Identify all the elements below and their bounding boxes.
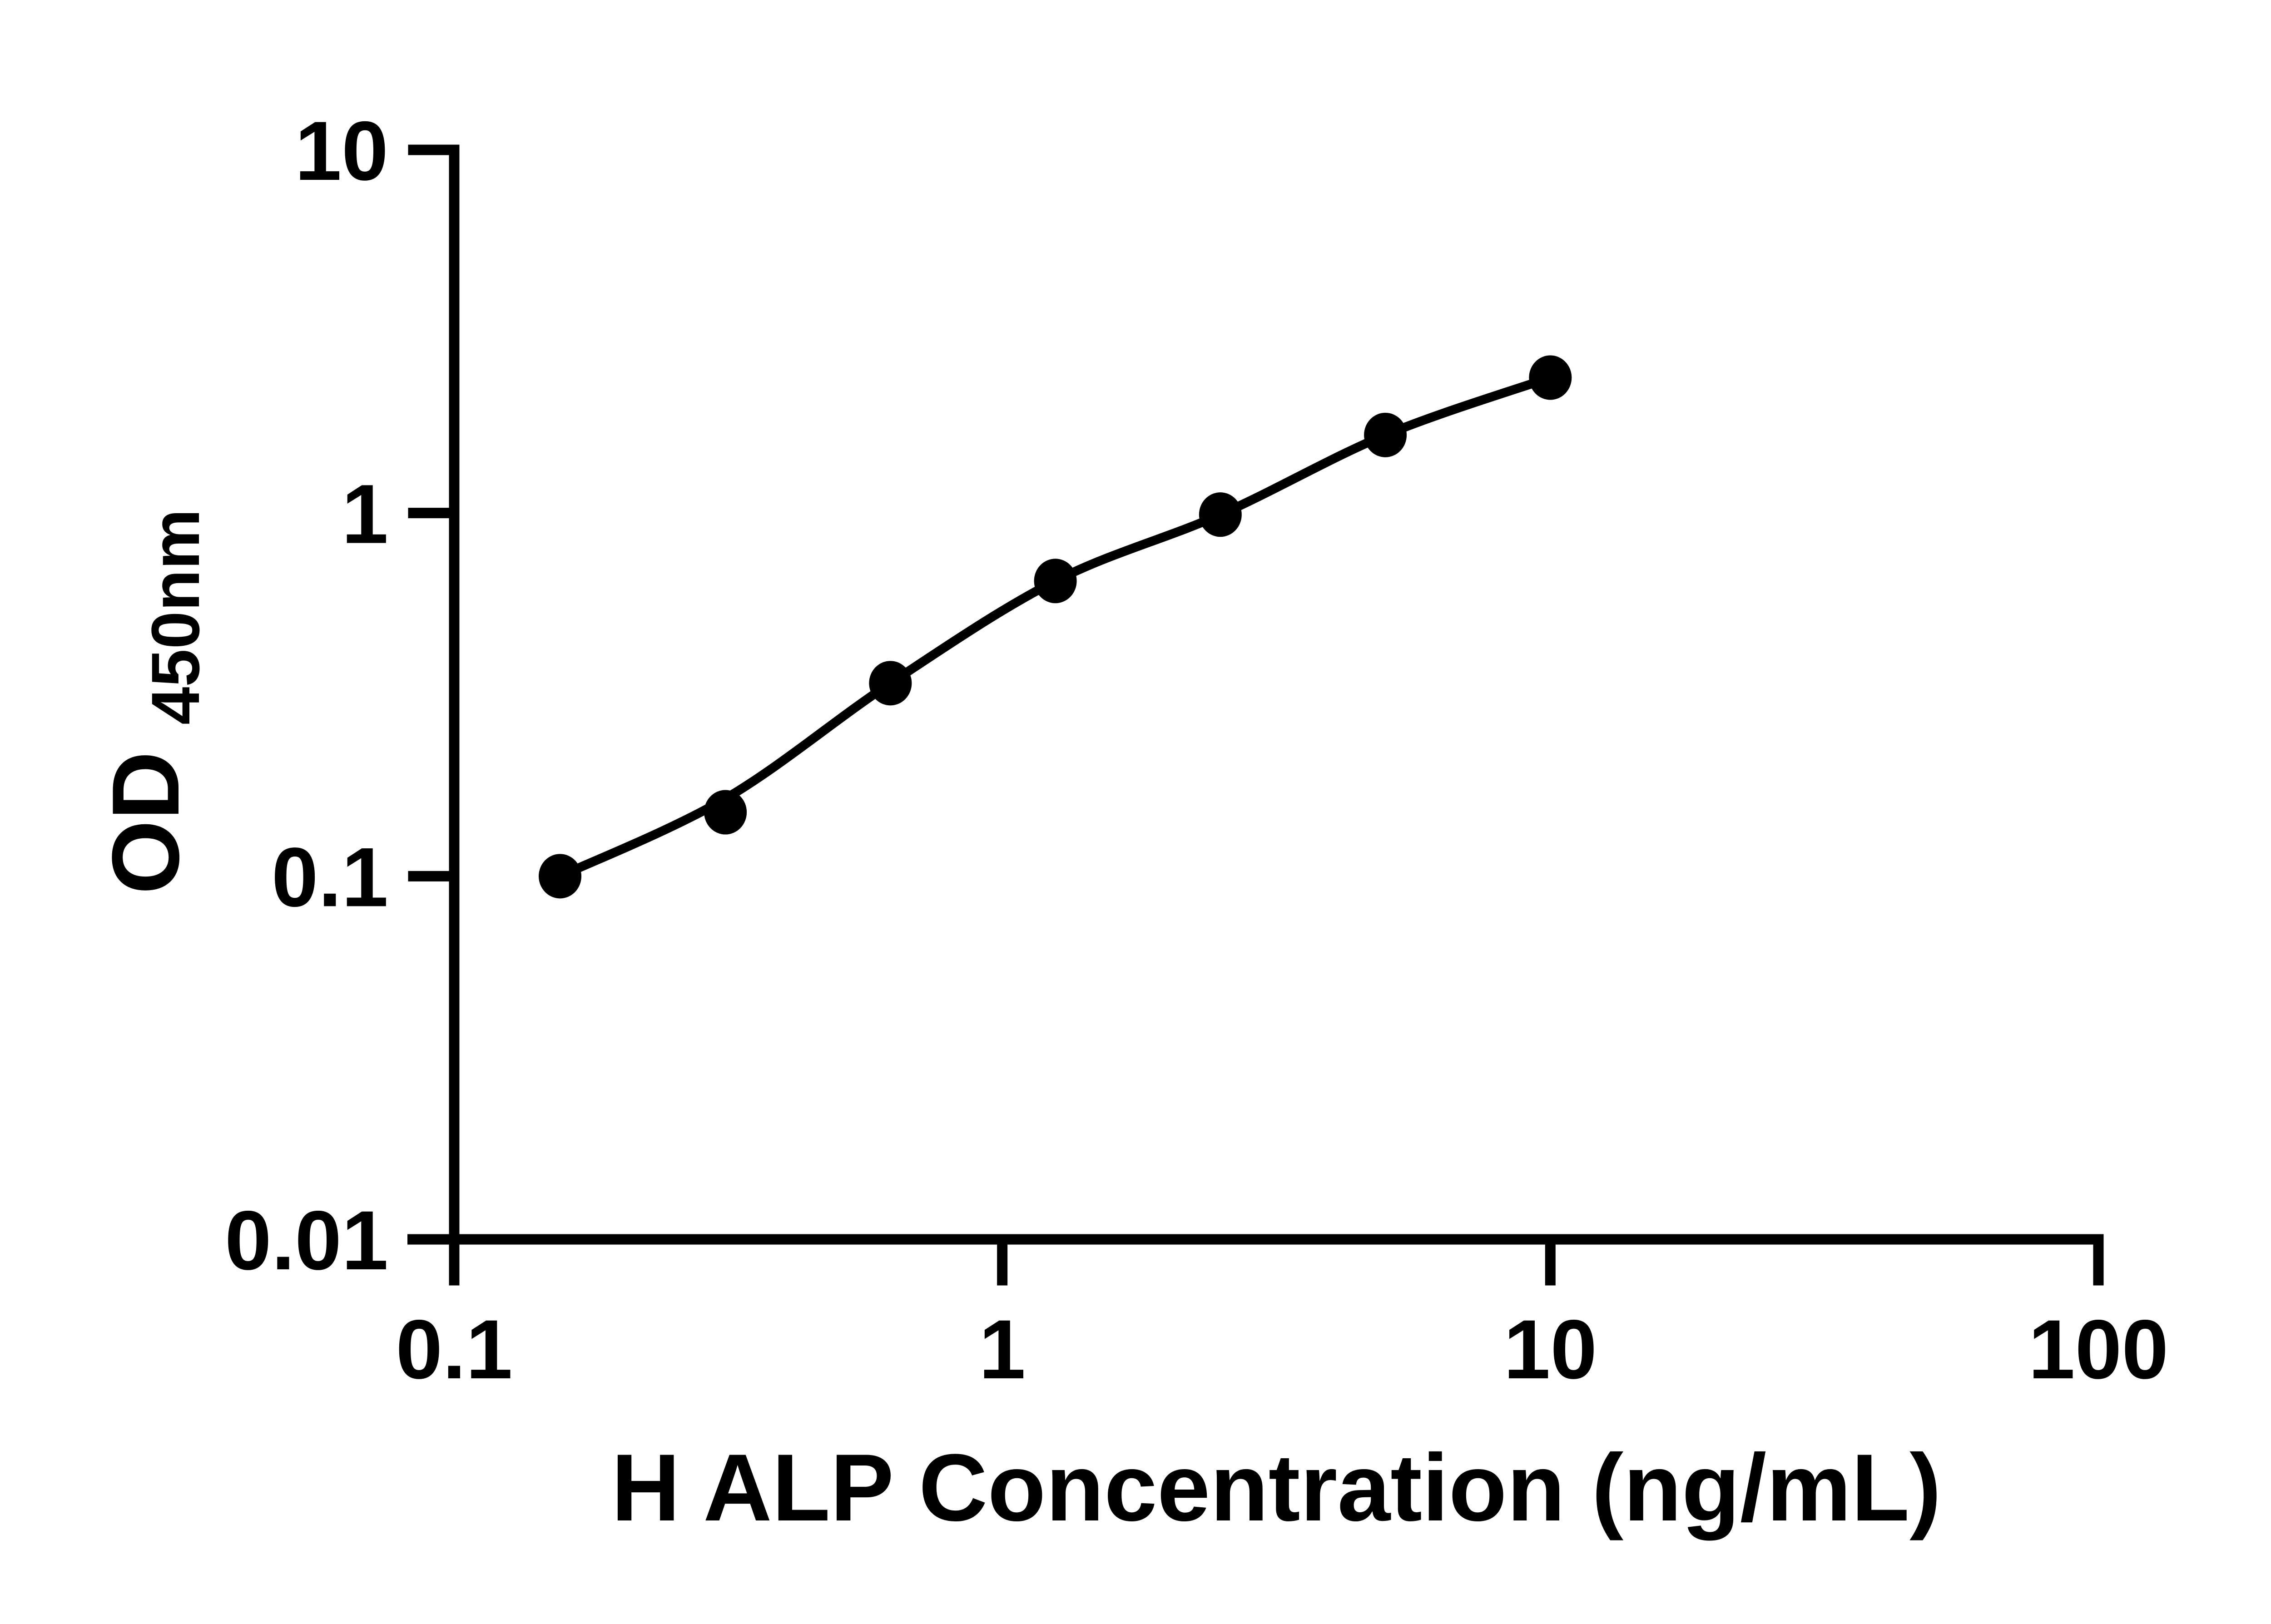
x-tick-label: 0.1 — [396, 1303, 512, 1396]
x-axis-tick-labels: 0.1 1 10 100 — [396, 1303, 2168, 1396]
x-tick-label: 1 — [979, 1303, 1026, 1396]
data-point-marker — [1364, 412, 1407, 457]
data-series — [539, 355, 1572, 899]
x-tick-label: 100 — [2028, 1303, 2169, 1396]
data-point-marker — [704, 790, 747, 835]
y-tick-label: 1 — [342, 468, 388, 561]
y-tick-label: 10 — [295, 104, 388, 198]
data-point-marker — [1034, 559, 1077, 604]
y-axis-title: OD 450nm — [92, 509, 213, 895]
y-tick-label: 0.01 — [225, 1194, 388, 1287]
y-axis-ticks — [408, 144, 449, 1245]
x-axis-title: H ALP Concentration (ng/mL) — [611, 1434, 1941, 1541]
x-axis-ticks — [449, 1244, 2104, 1286]
y-axis-title-subscript: 450nm — [137, 509, 213, 725]
data-point-marker — [1199, 492, 1242, 537]
y-tick-label: 0.1 — [272, 831, 388, 924]
data-point-marker — [1529, 355, 1572, 400]
y-axis-title-main: OD — [92, 751, 199, 894]
data-point-marker — [539, 854, 582, 899]
x-tick-label: 10 — [1503, 1303, 1597, 1396]
data-point-marker — [869, 661, 912, 706]
y-axis-tick-labels: 10 1 0.1 0.01 — [225, 104, 388, 1287]
